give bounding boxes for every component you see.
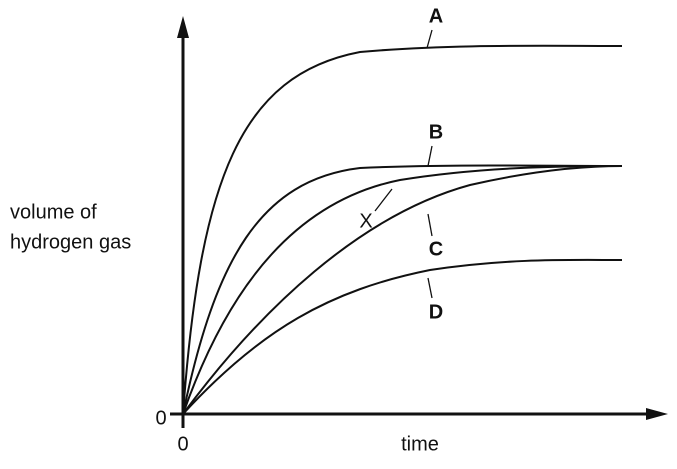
curve-label: X [359,210,372,232]
leader-d [427,277,433,299]
y-origin-label: 0 [155,407,166,429]
curve-b [182,164,623,415]
x-axis-label: time [401,433,439,455]
curve-c [182,165,623,415]
leader-x [374,188,393,212]
curve-label: A [429,5,443,27]
curve-x [182,165,623,415]
x-arrow [646,408,668,420]
curve-label: C [429,238,443,260]
leader-a [426,29,433,49]
leader-c [427,213,433,237]
x-origin-label: 0 [177,433,188,455]
curve-label: B [429,121,443,143]
curve-a [182,44,623,415]
y-axis-label: volume of [10,201,97,223]
y-axis-label: hydrogen gas [10,231,131,253]
curve-label: D [429,301,443,323]
leader-b [427,145,433,167]
curve-d [182,258,623,415]
y-arrow [177,16,189,38]
